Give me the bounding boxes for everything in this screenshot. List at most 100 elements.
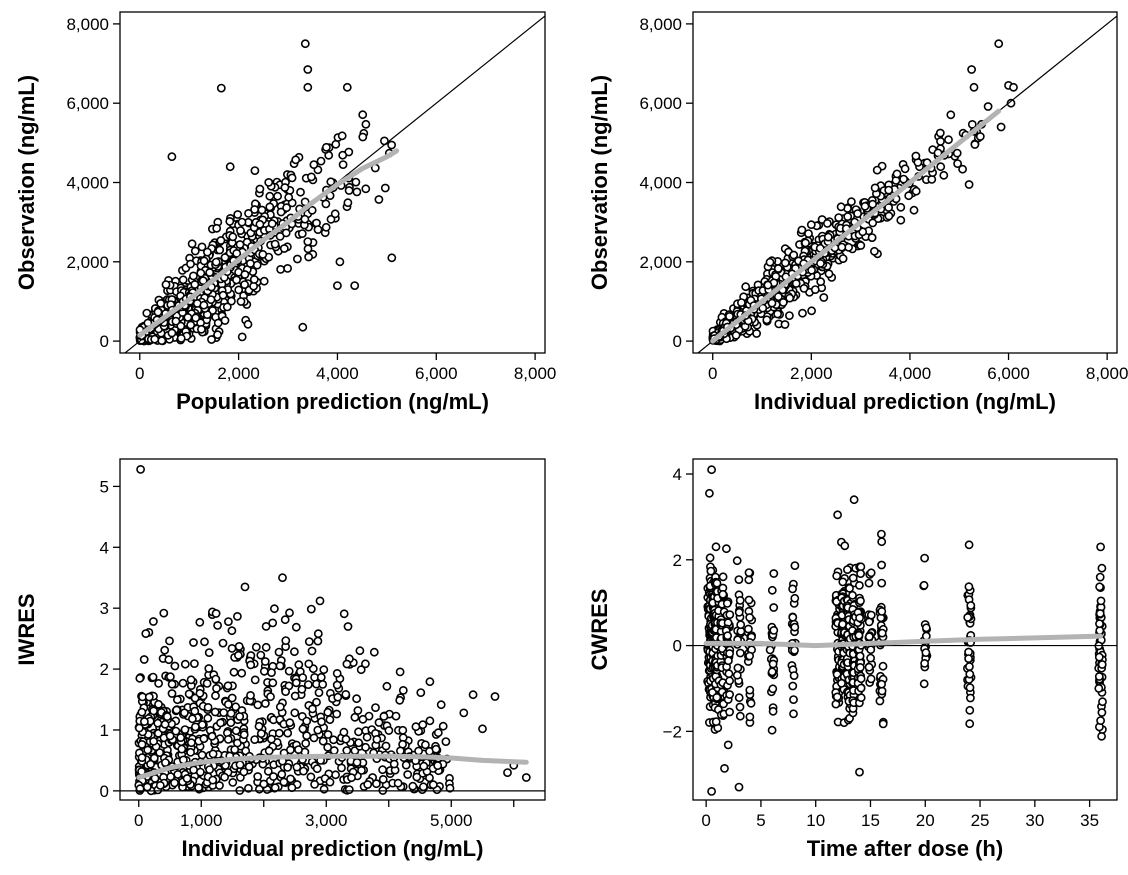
data-point (877, 679, 886, 689)
data-point (312, 697, 321, 707)
data-point (263, 766, 273, 776)
data-point (892, 169, 902, 179)
data-point (240, 270, 250, 279)
data-point (745, 651, 754, 661)
data-point (723, 740, 733, 750)
data-point (246, 660, 256, 670)
data-point (318, 736, 328, 746)
data-point (321, 142, 331, 152)
data-point (1096, 596, 1106, 606)
data-point (302, 716, 312, 726)
data-point (864, 578, 874, 588)
data-point (398, 725, 408, 735)
data-point (172, 695, 182, 705)
data-point (780, 258, 790, 268)
data-point (215, 245, 225, 255)
data-point (195, 767, 205, 777)
data-point (189, 659, 199, 668)
data-point (351, 177, 361, 187)
data-point (425, 677, 435, 687)
data-point (300, 39, 310, 49)
data-point (197, 750, 207, 760)
data-point (744, 568, 754, 577)
data-point (165, 672, 175, 682)
data-point (253, 700, 263, 710)
data-point (732, 556, 742, 566)
data-point (379, 712, 389, 721)
data-point (225, 216, 235, 226)
data-point (243, 319, 253, 329)
x-tick-label: 6,000 (415, 364, 458, 383)
panel-cwres: 0 5 10 15 20 25 30 35 −2 0 2 4 Time after dose (h) CW… (587, 458, 1118, 861)
y-tick-label: 3 (100, 599, 109, 618)
x-tick-label: 8,000 (514, 364, 557, 383)
data-point (503, 768, 512, 777)
data-point (774, 292, 783, 302)
data-point (186, 738, 196, 748)
data-point (198, 276, 208, 286)
x-tick-label: 5,000 (430, 811, 473, 830)
data-point (236, 226, 245, 235)
data-point (237, 217, 247, 227)
data-point (189, 638, 198, 647)
data-point (343, 622, 353, 631)
data-point (933, 148, 943, 158)
data-point (866, 674, 876, 684)
data-point (746, 698, 756, 708)
data-point (308, 704, 317, 714)
data-point (358, 110, 368, 120)
data-point (381, 741, 391, 751)
data-point (281, 687, 290, 696)
data-point (240, 280, 249, 289)
data-point (725, 676, 734, 686)
y-tick-label: 0 (673, 637, 682, 656)
data-point (199, 734, 209, 744)
data-point (304, 659, 314, 669)
data-point (287, 173, 297, 183)
x-tick-label: 4,000 (316, 364, 359, 383)
data-point (724, 656, 733, 666)
data-point (178, 678, 188, 688)
data-point (159, 608, 169, 618)
data-point (843, 565, 852, 574)
data-point (824, 269, 834, 279)
data-point (899, 174, 908, 184)
data-point (256, 729, 266, 738)
data-point (283, 763, 292, 772)
data-point (414, 746, 423, 756)
data-point (773, 264, 783, 273)
data-point (304, 637, 314, 646)
y-axis-title: Observation (ng/mL) (14, 75, 39, 290)
data-point (361, 119, 371, 129)
data-point (856, 674, 866, 684)
data-point (235, 760, 245, 770)
data-point (297, 229, 307, 238)
plot-area (696, 15, 1117, 353)
data-point (780, 320, 790, 329)
data-point (911, 151, 921, 161)
data-point (810, 285, 820, 294)
data-point (167, 689, 177, 698)
data-point (363, 780, 373, 789)
plot-frame (692, 458, 1118, 801)
data-point (849, 495, 859, 505)
data-point (244, 208, 253, 218)
data-point (160, 719, 170, 729)
y-tick-label: 4 (673, 465, 682, 484)
data-point (180, 659, 190, 669)
data-point (199, 300, 209, 310)
data-point (176, 333, 186, 343)
data-point (864, 632, 874, 642)
data-point (139, 655, 149, 664)
data-point (384, 726, 394, 735)
y-tick-label: 4,000 (639, 174, 682, 193)
data-point (712, 578, 722, 588)
x-tick-label: 4,000 (889, 364, 932, 383)
y-tick-label: 8,000 (639, 15, 682, 34)
data-point (298, 673, 308, 682)
data-point (921, 623, 931, 633)
data-point (154, 699, 163, 709)
data-point (382, 681, 392, 691)
data-point (343, 198, 353, 208)
y-tick-label: 4,000 (66, 174, 109, 193)
